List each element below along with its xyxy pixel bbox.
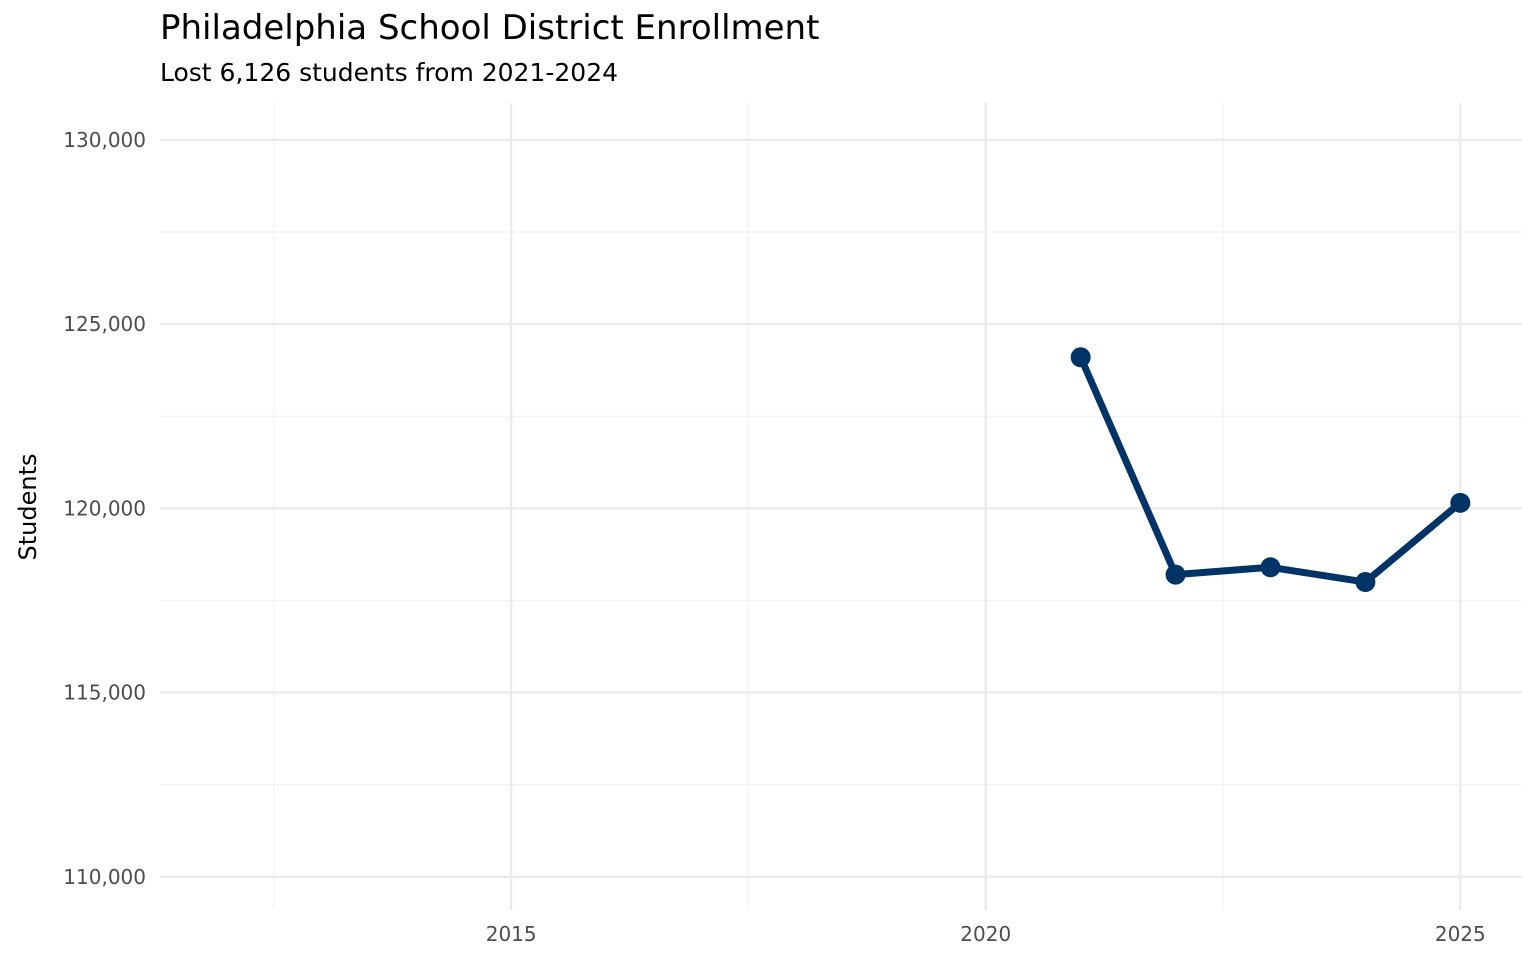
series-layer xyxy=(1070,347,1471,593)
x-tick-labels: 2015 2020 2025 xyxy=(486,922,1486,946)
y-tick-labels: 110,000 115,000 120,000 125,000 130,000 xyxy=(63,128,146,889)
data-point xyxy=(1260,557,1281,578)
y-tick-label: 125,000 xyxy=(63,312,146,336)
y-tick-label: 110,000 xyxy=(63,865,146,889)
y-tick-label: 120,000 xyxy=(63,496,146,520)
chart-title: Philadelphia School District Enrollment xyxy=(160,8,820,48)
grid-major xyxy=(160,103,1522,910)
x-tick-label: 2020 xyxy=(960,922,1011,946)
x-tick-label: 2015 xyxy=(486,922,537,946)
grid-minor xyxy=(160,103,1522,910)
y-tick-label: 130,000 xyxy=(63,128,146,152)
series-line xyxy=(1077,353,1464,586)
chart-subtitle: Lost 6,126 students from 2021-2024 xyxy=(160,58,619,87)
data-point xyxy=(1070,347,1091,368)
x-tick-label: 2025 xyxy=(1435,922,1486,946)
data-point xyxy=(1450,492,1471,513)
data-point xyxy=(1355,572,1376,593)
data-point xyxy=(1165,564,1186,585)
y-tick-label: 115,000 xyxy=(63,681,146,705)
y-axis-label: Students xyxy=(14,454,42,561)
